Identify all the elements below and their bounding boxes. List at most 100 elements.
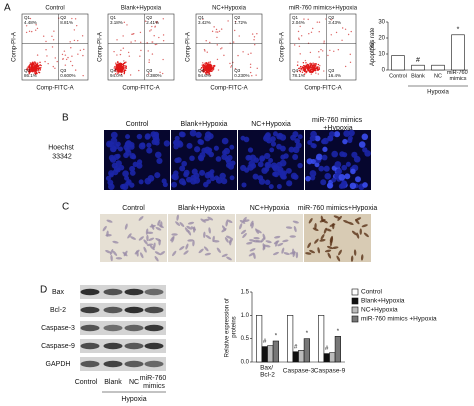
event-dot	[33, 68, 36, 70]
event-dot	[202, 67, 205, 69]
cell	[208, 227, 211, 234]
cell	[338, 249, 342, 256]
event-dot	[315, 63, 318, 65]
event-dot	[299, 53, 301, 55]
event-dot	[35, 72, 38, 74]
event-dot	[36, 70, 38, 72]
cell	[262, 244, 266, 251]
nucleus	[146, 147, 153, 154]
event-dot	[82, 74, 84, 77]
event-dot	[28, 68, 30, 70]
event-dot	[162, 39, 165, 42]
cell	[239, 223, 243, 230]
event-dot	[304, 68, 307, 71]
event-dot	[344, 28, 347, 30]
event-dot	[319, 65, 321, 67]
cell	[350, 255, 354, 262]
cell	[333, 215, 340, 219]
cell	[146, 234, 149, 242]
event-dot	[126, 24, 128, 26]
group-label: Hypoxia	[427, 90, 449, 96]
event-dot	[118, 64, 120, 67]
nucleus	[186, 142, 193, 149]
nucleus	[307, 139, 313, 145]
nucleus	[176, 140, 183, 147]
nucleus	[124, 146, 131, 153]
event-dot	[318, 68, 321, 70]
blot-band	[144, 360, 164, 368]
nucleus	[276, 143, 282, 150]
event-dot	[305, 67, 307, 69]
bar	[334, 336, 341, 363]
event-dot	[216, 58, 219, 61]
nucleus	[279, 134, 287, 141]
nucleus	[336, 168, 343, 175]
cell	[200, 218, 206, 223]
nucleus	[339, 151, 345, 158]
cell	[305, 252, 312, 255]
event-dot	[71, 55, 73, 57]
event-dot	[39, 61, 41, 64]
event-dot	[305, 70, 307, 72]
cell	[134, 249, 140, 255]
event-dot	[28, 70, 30, 73]
nucleus	[241, 182, 247, 188]
cell	[289, 235, 296, 238]
axis-label: Comp-PI-A	[280, 32, 286, 62]
nucleus	[264, 152, 271, 160]
event-dot	[237, 54, 239, 57]
plot-title: NC+Hypoxia	[212, 6, 247, 12]
nucleus	[311, 143, 317, 149]
nucleus	[115, 160, 122, 167]
event-dot	[39, 69, 42, 71]
cell	[106, 230, 109, 237]
event-dot	[128, 55, 131, 57]
event-dot	[25, 25, 28, 27]
nucleus	[150, 131, 157, 138]
event-dot	[54, 57, 56, 59]
event-dot	[305, 64, 307, 66]
y-tick-label: 30	[378, 20, 385, 26]
nucleus	[138, 142, 146, 150]
event-dot	[123, 69, 125, 72]
quadrant-percent: 78.1%	[292, 73, 305, 78]
nucleus	[338, 174, 346, 181]
event-dot	[310, 64, 312, 66]
event-dot	[117, 71, 119, 73]
quadrant-percent: 3.42%	[198, 20, 211, 25]
cell	[102, 225, 107, 232]
nucleus	[138, 179, 144, 185]
quadrant-percent: 94.0%	[110, 73, 123, 78]
nucleus	[117, 146, 124, 152]
nucleus	[321, 154, 328, 161]
nucleus	[213, 145, 219, 151]
nucleus	[162, 181, 168, 188]
cell	[255, 228, 259, 234]
nucleus	[294, 138, 301, 144]
nucleus	[243, 136, 250, 143]
event-dot	[53, 30, 55, 32]
event-dot	[116, 61, 119, 63]
nucleus	[306, 158, 313, 165]
event-dot	[34, 29, 37, 31]
column-title: miR-760 mimics+Hypoxia	[298, 205, 378, 212]
cell	[149, 245, 155, 251]
event-dot	[114, 73, 117, 75]
event-dot	[40, 67, 42, 69]
bar	[292, 351, 299, 363]
event-dot	[303, 64, 305, 67]
nucleus	[259, 155, 266, 162]
nucleus	[115, 153, 121, 159]
cell	[221, 225, 227, 231]
nucleus	[199, 169, 206, 176]
event-dot	[51, 46, 54, 48]
cell	[353, 249, 357, 256]
event-dot	[28, 65, 30, 67]
event-dot	[139, 31, 142, 34]
event-dot	[310, 73, 313, 75]
event-dot	[350, 30, 352, 33]
cell	[192, 226, 196, 233]
event-dot	[303, 67, 305, 69]
bar	[267, 345, 274, 363]
panel-label: C	[62, 202, 69, 213]
